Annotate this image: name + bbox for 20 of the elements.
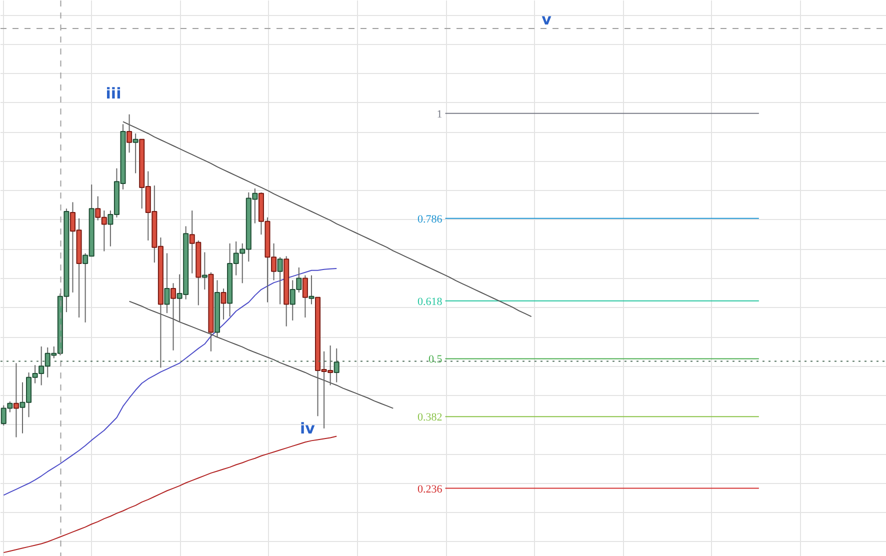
candlestick [13,362,19,438]
annotation: iv [300,420,316,438]
ref-line-label: 0.786 [418,213,443,226]
candlestick [220,288,226,320]
annotation: v [542,10,552,28]
ref-line-label: 0.5 [428,354,443,366]
candlestick [302,274,308,318]
candlestick [126,114,132,154]
ref-line-label: 0.236 [418,483,443,496]
candlestick [132,132,138,174]
candlestick [277,256,283,305]
candlestick [164,252,170,314]
annotation: iii [106,84,122,102]
ref-line-label: 0.618 [418,296,443,308]
ref-line-label: 1 [436,108,442,120]
candlestick [202,252,208,290]
candlestick [308,274,314,305]
candlestick [334,348,340,383]
ref-line-label: 0.382 [418,412,442,424]
candlestick [170,282,176,351]
